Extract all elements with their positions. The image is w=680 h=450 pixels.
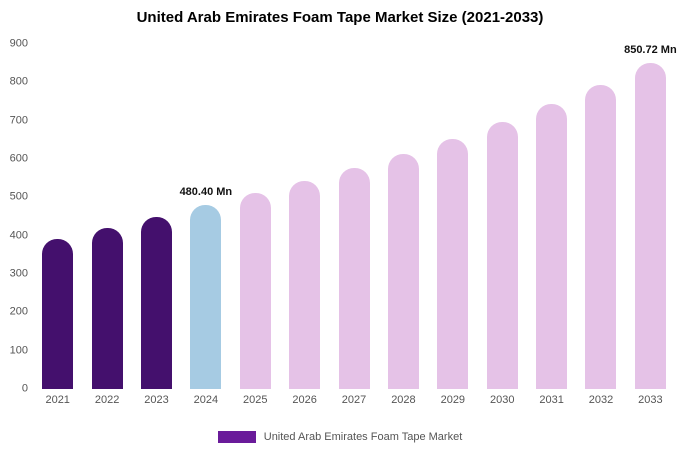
legend: United Arab Emirates Foam Tape Market bbox=[0, 431, 680, 443]
x-tick-label: 2029 bbox=[440, 394, 466, 406]
bar-column: 2032 bbox=[576, 44, 625, 406]
chart-title: United Arab Emirates Foam Tape Market Si… bbox=[136, 9, 544, 26]
bar-column: 2031 bbox=[527, 44, 576, 406]
bar-2028 bbox=[387, 154, 419, 389]
plot-area: 2021 2022 2023 480.40 Mn 2024 2025 2026 2027 202… bbox=[33, 43, 677, 406]
bar-column: 2025 bbox=[231, 44, 280, 406]
x-tick-label: 2033 bbox=[638, 394, 663, 406]
bar-2023 bbox=[140, 216, 172, 389]
bar-2022 bbox=[91, 228, 123, 389]
bar-column: 2030 bbox=[478, 44, 527, 406]
x-tick-label: 2028 bbox=[391, 394, 416, 406]
bar-2030 bbox=[486, 122, 518, 389]
y-tick-label: 900 bbox=[9, 37, 28, 50]
x-tick-label: 2031 bbox=[539, 394, 564, 406]
bar-column: 2027 bbox=[329, 44, 378, 406]
legend-label: United Arab Emirates Foam Tape Market bbox=[263, 431, 463, 443]
bar-2025 bbox=[239, 193, 271, 389]
x-tick-label: 2022 bbox=[94, 394, 120, 406]
bar-column: 2021 bbox=[33, 44, 82, 406]
x-tick-label: 2025 bbox=[243, 394, 268, 406]
y-tick-label: 0 bbox=[21, 382, 28, 395]
bar-column: 2023 bbox=[132, 44, 181, 406]
y-tick-label: 700 bbox=[9, 114, 28, 127]
y-tick-label: 400 bbox=[9, 229, 28, 242]
bar-2026 bbox=[289, 180, 321, 389]
y-tick-label: 200 bbox=[9, 305, 28, 318]
y-tick-label: 600 bbox=[9, 152, 28, 165]
bar-column: 2028 bbox=[379, 44, 428, 406]
x-tick-label: 2026 bbox=[292, 394, 317, 406]
bar-column: 2029 bbox=[428, 44, 477, 406]
bar-2024 bbox=[190, 204, 222, 389]
y-tick-label: 800 bbox=[9, 75, 28, 88]
bar-2021 bbox=[42, 239, 74, 389]
bar-value-label: 480.40 Mn bbox=[179, 185, 233, 198]
bar-column: 480.40 Mn 2024 bbox=[179, 44, 233, 406]
bar-column: 2022 bbox=[82, 44, 131, 406]
y-tick-label: 300 bbox=[9, 267, 28, 280]
bar-2027 bbox=[338, 167, 370, 389]
x-tick-label: 2021 bbox=[45, 394, 70, 406]
bar-2033 bbox=[634, 62, 666, 389]
x-tick-label: 2023 bbox=[144, 394, 169, 406]
bar-2032 bbox=[585, 85, 617, 389]
legend-swatch bbox=[217, 431, 256, 443]
x-tick-label: 2030 bbox=[489, 394, 515, 406]
x-tick-label: 2027 bbox=[341, 394, 367, 406]
x-tick-label: 2024 bbox=[193, 394, 219, 406]
y-tick-label: 100 bbox=[9, 344, 28, 357]
bar-2031 bbox=[536, 103, 568, 389]
bar-2029 bbox=[437, 139, 469, 389]
bar-column: 850.72 Mn 2033 bbox=[624, 43, 677, 406]
y-axis: 0 100 200 300 400 500 600 700 800 900 bbox=[0, 38, 28, 395]
bar-column: 2026 bbox=[280, 44, 329, 406]
x-tick-label: 2032 bbox=[588, 394, 614, 406]
y-tick-label: 500 bbox=[9, 190, 28, 203]
bar-value-label: 850.72 Mn bbox=[624, 43, 677, 56]
